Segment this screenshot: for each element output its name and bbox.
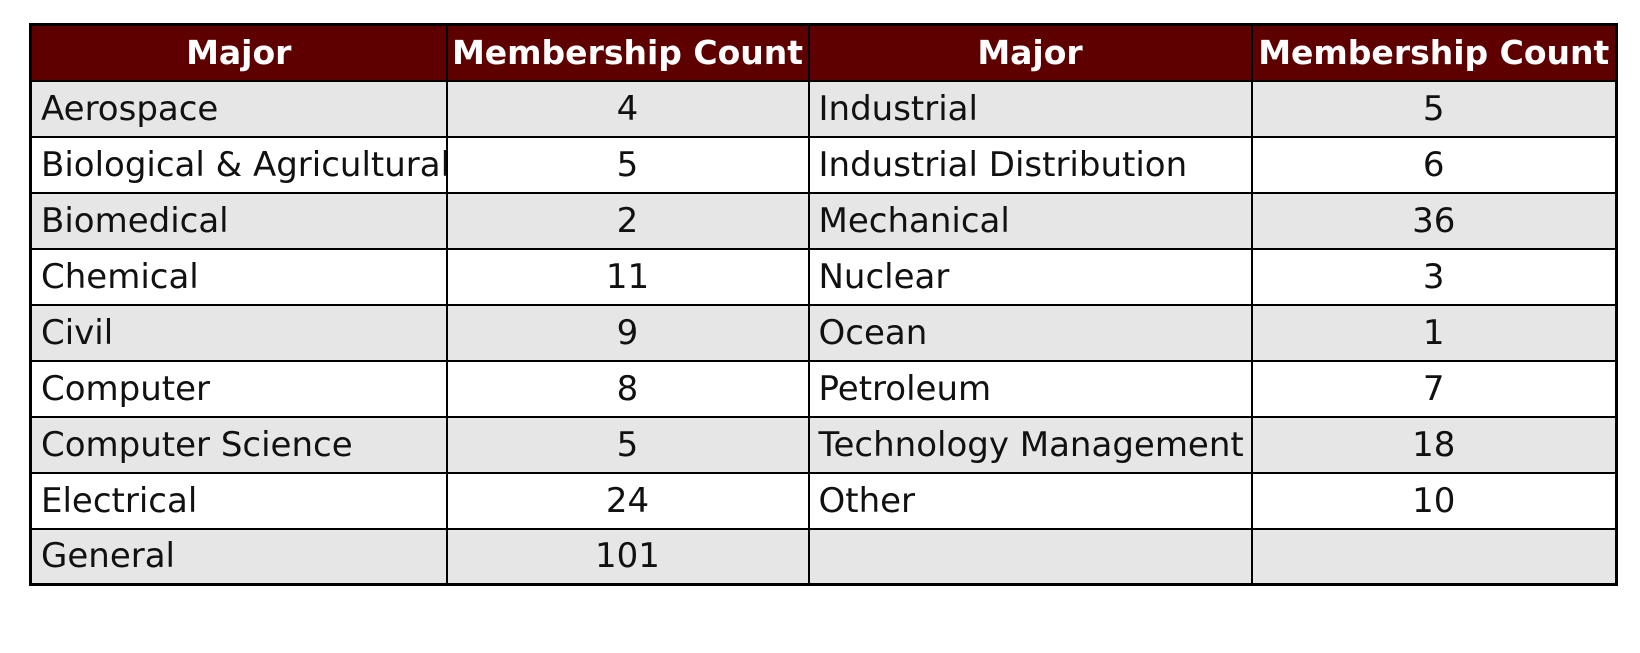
membership-count-cell: 5 [445, 415, 810, 474]
table-row: Civil 9 Ocean 1 [29, 303, 1618, 362]
membership-count-cell: 1 [1250, 303, 1618, 362]
membership-table: Major Membership Count Major Membership … [29, 23, 1618, 586]
table-row: Computer 8 Petroleum 7 [29, 359, 1618, 418]
major-cell: Mechanical [807, 191, 1253, 250]
table-row: Biological & Agricultural 5 Industrial D… [29, 135, 1618, 194]
membership-count-cell: 36 [1250, 191, 1618, 250]
table-row: Electrical 24 Other 10 [29, 471, 1618, 530]
table-row: Chemical 11 Nuclear 3 [29, 247, 1618, 306]
table-row: Computer Science 5 Technology Management… [29, 415, 1618, 474]
major-cell: Biological & Agricultural [29, 135, 448, 194]
column-header-major: Major [29, 23, 448, 82]
table-row: Biomedical 2 Mechanical 36 [29, 191, 1618, 250]
major-cell: Industrial [807, 79, 1253, 138]
membership-count-cell: 4 [445, 79, 810, 138]
major-cell: Computer [29, 359, 448, 418]
table-body: Aerospace 4 Industrial 5 Biological & Ag… [29, 79, 1618, 586]
membership-count-cell: 8 [445, 359, 810, 418]
major-cell: Nuclear [807, 247, 1253, 306]
major-cell [807, 527, 1253, 586]
major-cell: General [29, 527, 448, 586]
header-row: Major Membership Count Major Membership … [29, 23, 1618, 82]
major-cell: Computer Science [29, 415, 448, 474]
table-row: General 101 [29, 527, 1618, 586]
major-cell: Aerospace [29, 79, 448, 138]
membership-count-cell: 11 [445, 247, 810, 306]
major-cell: Electrical [29, 471, 448, 530]
membership-count-cell: 5 [445, 135, 810, 194]
membership-count-cell: 24 [445, 471, 810, 530]
major-cell: Technology Management [807, 415, 1253, 474]
major-cell: Biomedical [29, 191, 448, 250]
membership-count-cell [1250, 527, 1618, 586]
major-cell: Industrial Distribution [807, 135, 1253, 194]
major-cell: Civil [29, 303, 448, 362]
column-header-membership-count: Membership Count [1250, 23, 1618, 82]
major-cell: Other [807, 471, 1253, 530]
membership-count-cell: 10 [1250, 471, 1618, 530]
membership-count-cell: 18 [1250, 415, 1618, 474]
table-row: Aerospace 4 Industrial 5 [29, 79, 1618, 138]
membership-count-cell: 3 [1250, 247, 1618, 306]
membership-count-cell: 5 [1250, 79, 1618, 138]
membership-count-cell: 101 [445, 527, 810, 586]
membership-count-cell: 7 [1250, 359, 1618, 418]
membership-count-cell: 2 [445, 191, 810, 250]
major-cell: Ocean [807, 303, 1253, 362]
column-header-major: Major [807, 23, 1253, 82]
membership-count-cell: 9 [445, 303, 810, 362]
major-cell: Chemical [29, 247, 448, 306]
membership-count-cell: 6 [1250, 135, 1618, 194]
table-header: Major Membership Count Major Membership … [29, 23, 1618, 82]
major-cell: Petroleum [807, 359, 1253, 418]
column-header-membership-count: Membership Count [445, 23, 810, 82]
